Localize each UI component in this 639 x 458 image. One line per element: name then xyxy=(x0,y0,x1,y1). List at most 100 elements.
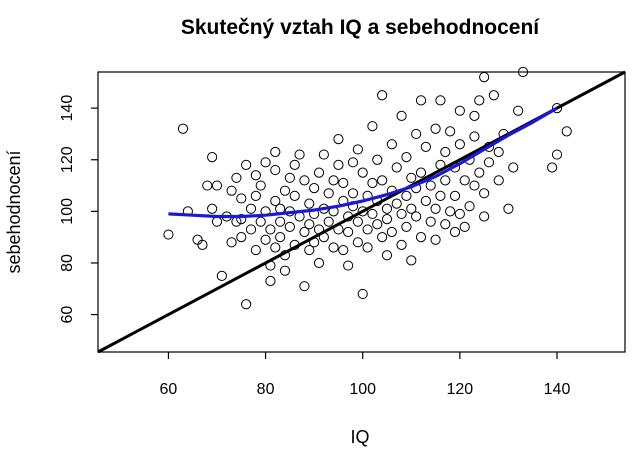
data-point-16 xyxy=(236,193,247,204)
data-point-130 xyxy=(430,203,441,214)
data-point-28 xyxy=(260,234,271,245)
data-point-61 xyxy=(313,167,325,178)
data-point-27 xyxy=(255,216,266,227)
data-point-101 xyxy=(377,175,388,186)
x-tick-label-100: 100 xyxy=(349,381,376,398)
x-axis-label: IQ xyxy=(350,427,369,447)
y-tick-label-120: 120 xyxy=(59,146,76,173)
data-point-122 xyxy=(415,95,427,106)
data-point-126 xyxy=(420,141,431,152)
data-point-89 xyxy=(357,288,368,300)
plot-frame xyxy=(97,71,626,353)
data-point-21 xyxy=(245,203,257,214)
data-point-85 xyxy=(352,237,363,248)
data-point-8 xyxy=(211,216,223,227)
data-point-33 xyxy=(265,275,276,287)
data-point-135 xyxy=(440,219,451,230)
data-point-4 xyxy=(197,239,208,251)
reference-lines xyxy=(97,70,626,354)
smooth-curve xyxy=(168,106,558,219)
data-point-117 xyxy=(406,203,417,214)
data-point-105 xyxy=(386,139,397,150)
data-point-25 xyxy=(250,244,261,256)
data-point-141 xyxy=(449,226,461,238)
data-point-146 xyxy=(459,175,470,186)
data-point-12 xyxy=(226,237,237,248)
data-point-77 xyxy=(338,177,349,189)
data-point-129 xyxy=(430,123,441,134)
data-point-142 xyxy=(449,190,461,201)
data-point-102 xyxy=(381,203,393,214)
data-point-153 xyxy=(474,95,485,106)
x-axis: 60 80 100 120 140 xyxy=(160,352,571,398)
data-point-160 xyxy=(488,90,499,101)
data-point-99 xyxy=(377,232,388,243)
data-point-139 xyxy=(445,206,456,217)
data-point-171 xyxy=(561,126,572,137)
data-point-114 xyxy=(401,190,412,201)
y-tick-label-140: 140 xyxy=(59,95,76,122)
data-point-50 xyxy=(294,149,305,160)
data-point-161 xyxy=(493,175,504,186)
data-point-36 xyxy=(270,195,281,207)
data-point-168 xyxy=(547,162,558,173)
data-point-67 xyxy=(323,188,334,199)
data-point-164 xyxy=(503,203,514,214)
data-point-7 xyxy=(207,152,218,163)
data-point-81 xyxy=(347,157,359,168)
data-point-151 xyxy=(469,131,480,142)
data-point-20 xyxy=(241,159,252,171)
data-point-108 xyxy=(391,162,402,173)
data-point-109 xyxy=(391,198,402,209)
data-point-14 xyxy=(231,172,242,183)
data-point-79 xyxy=(343,226,354,238)
data-point-6 xyxy=(207,203,218,214)
data-point-68 xyxy=(323,216,334,227)
data-point-159 xyxy=(483,157,495,168)
data-point-155 xyxy=(479,72,490,83)
data-point-112 xyxy=(396,110,407,121)
data-point-30 xyxy=(260,157,271,168)
data-point-31 xyxy=(265,224,276,235)
data-point-93 xyxy=(367,177,378,189)
data-point-98 xyxy=(372,219,383,230)
data-point-125 xyxy=(420,195,431,207)
data-point-134 xyxy=(435,190,446,201)
data-point-73 xyxy=(333,159,344,171)
data-point-26 xyxy=(255,180,266,191)
data-point-154 xyxy=(474,167,485,178)
data-point-87 xyxy=(357,167,368,178)
data-point-162 xyxy=(493,146,504,158)
data-point-22 xyxy=(245,224,257,235)
data-point-144 xyxy=(454,208,465,220)
data-point-0 xyxy=(163,229,174,240)
data-point-65 xyxy=(318,149,329,160)
data-point-169 xyxy=(551,149,563,160)
y-axis: 60 80 100 120 140 xyxy=(59,95,98,323)
data-point-127 xyxy=(425,216,436,227)
data-point-45 xyxy=(284,172,295,183)
data-point-107 xyxy=(386,226,397,238)
data-point-156 xyxy=(479,211,490,222)
data-point-19 xyxy=(241,299,252,310)
data-point-40 xyxy=(275,232,286,243)
data-point-1 xyxy=(177,123,189,134)
data-point-84 xyxy=(352,216,363,227)
data-point-100 xyxy=(377,90,388,101)
data-point-24 xyxy=(250,170,261,181)
data-point-152 xyxy=(469,180,480,191)
data-point-167 xyxy=(517,66,529,78)
data-point-86 xyxy=(352,144,363,155)
data-point-46 xyxy=(284,221,295,232)
y-tick-label-100: 100 xyxy=(59,198,76,225)
x-tick-label-140: 140 xyxy=(544,381,571,398)
data-point-147 xyxy=(459,221,470,232)
data-point-9 xyxy=(211,180,223,191)
data-point-113 xyxy=(401,152,412,163)
data-point-55 xyxy=(304,198,315,209)
data-point-70 xyxy=(328,175,339,186)
data-point-35 xyxy=(270,146,281,158)
data-point-41 xyxy=(279,185,291,196)
data-point-149 xyxy=(464,201,475,212)
x-tick-label-60: 60 xyxy=(160,381,178,398)
